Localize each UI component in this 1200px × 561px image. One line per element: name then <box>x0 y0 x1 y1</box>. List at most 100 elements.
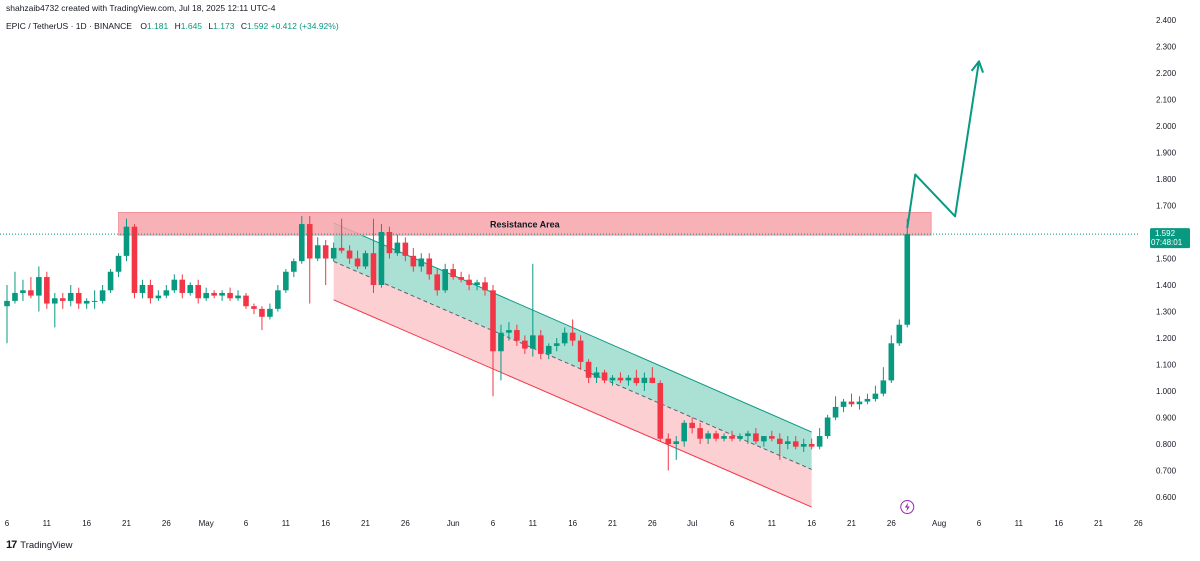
candle[interactable] <box>641 372 648 391</box>
candle[interactable] <box>593 367 600 384</box>
candle[interactable] <box>633 369 640 386</box>
candle[interactable] <box>171 274 178 293</box>
candle[interactable] <box>107 269 114 293</box>
candle[interactable] <box>402 237 409 262</box>
candle[interactable] <box>697 422 703 444</box>
candle[interactable] <box>67 285 74 307</box>
candle[interactable] <box>123 218 130 262</box>
candle[interactable] <box>769 430 775 442</box>
candle[interactable] <box>83 298 90 309</box>
candle[interactable] <box>259 306 265 331</box>
candle[interactable] <box>537 330 544 360</box>
candle[interactable] <box>12 271 18 304</box>
candle[interactable] <box>418 253 425 272</box>
candle[interactable] <box>147 279 154 304</box>
channel-lower-line[interactable] <box>333 299 812 508</box>
candle[interactable] <box>314 237 321 262</box>
tradingview-branding[interactable]: 17 TradingView <box>6 539 73 551</box>
candle[interactable] <box>585 359 592 384</box>
candle[interactable] <box>808 438 815 450</box>
candle[interactable] <box>896 319 903 346</box>
candle[interactable] <box>561 327 568 346</box>
candle[interactable] <box>776 433 783 460</box>
projection-arrow-head[interactable] <box>970 60 984 73</box>
candle[interactable] <box>450 263 456 280</box>
candle[interactable] <box>20 279 26 301</box>
candle[interactable] <box>267 303 273 320</box>
candle[interactable] <box>800 438 807 452</box>
candle[interactable] <box>729 430 735 442</box>
candle[interactable] <box>721 433 727 442</box>
candle[interactable] <box>330 242 337 262</box>
candle[interactable] <box>872 385 879 402</box>
candle[interactable] <box>816 428 823 450</box>
candle[interactable] <box>211 290 217 299</box>
candle[interactable] <box>59 292 66 309</box>
candle[interactable] <box>298 216 305 264</box>
candle[interactable] <box>753 428 759 444</box>
candle[interactable] <box>625 375 632 386</box>
candle[interactable] <box>792 436 799 450</box>
candle[interactable] <box>482 277 488 296</box>
candle[interactable] <box>291 258 297 278</box>
channel-lower-zone[interactable] <box>333 261 812 508</box>
candle[interactable] <box>306 216 313 304</box>
candle[interactable] <box>386 226 393 259</box>
candle[interactable] <box>203 287 209 301</box>
candle[interactable] <box>338 218 345 254</box>
candle[interactable] <box>904 218 911 328</box>
candle[interactable] <box>28 277 34 299</box>
candle[interactable] <box>609 375 616 386</box>
candle[interactable] <box>553 338 560 352</box>
candle[interactable] <box>601 369 608 384</box>
candle[interactable] <box>657 380 664 442</box>
candle[interactable] <box>219 290 225 301</box>
candle[interactable] <box>227 287 233 301</box>
candle[interactable] <box>530 263 536 357</box>
candle[interactable] <box>243 292 249 309</box>
channel-upper-zone[interactable] <box>333 222 812 470</box>
candle[interactable] <box>163 285 170 299</box>
candle[interactable] <box>498 324 504 381</box>
candle[interactable] <box>665 433 672 471</box>
candle[interactable] <box>378 224 385 288</box>
candle[interactable] <box>784 436 791 450</box>
candle[interactable] <box>705 430 711 444</box>
candle[interactable] <box>466 274 472 291</box>
candle[interactable] <box>131 224 138 299</box>
projection-arrow-path[interactable] <box>906 61 980 229</box>
candle[interactable] <box>52 292 58 328</box>
candle[interactable] <box>362 250 369 270</box>
candle[interactable] <box>91 290 98 309</box>
candle[interactable] <box>75 287 82 309</box>
candle[interactable] <box>346 245 353 264</box>
candle[interactable] <box>410 247 417 272</box>
candle[interactable] <box>617 372 624 384</box>
candle[interactable] <box>283 269 289 293</box>
candle[interactable] <box>761 436 767 447</box>
candle[interactable] <box>673 436 680 460</box>
candle[interactable] <box>737 433 743 442</box>
candle[interactable] <box>44 271 50 309</box>
candle[interactable] <box>275 285 281 312</box>
candle[interactable] <box>848 393 855 407</box>
candle[interactable] <box>681 420 687 447</box>
candle[interactable] <box>458 271 464 283</box>
candle[interactable] <box>139 279 146 299</box>
candle[interactable] <box>840 398 847 413</box>
lightning-icon[interactable] <box>900 500 915 514</box>
candle[interactable] <box>354 250 361 270</box>
candle[interactable] <box>856 396 863 410</box>
candle[interactable] <box>187 282 194 296</box>
candle[interactable] <box>649 367 656 384</box>
symbol-name[interactable]: EPIC / TetherUS · 1D · BINANCE <box>6 21 132 31</box>
candle[interactable] <box>832 396 839 421</box>
candle[interactable] <box>880 367 887 397</box>
candle[interactable] <box>577 335 584 370</box>
candle[interactable] <box>394 234 401 256</box>
candle[interactable] <box>36 266 42 312</box>
candle[interactable] <box>115 253 122 278</box>
